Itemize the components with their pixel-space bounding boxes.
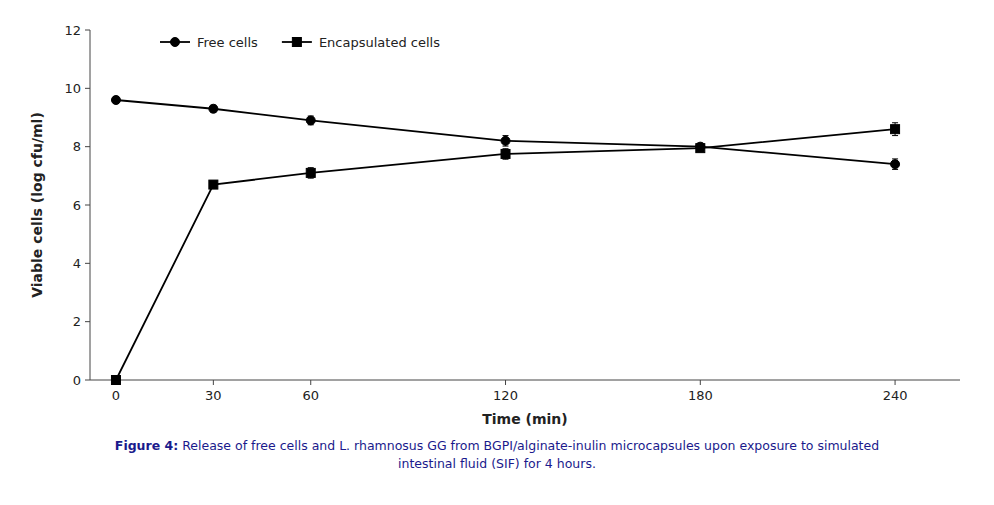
data-point	[306, 116, 315, 125]
data-point	[209, 104, 218, 113]
y-tick	[85, 146, 90, 147]
x-tick-label: 120	[493, 388, 518, 403]
data-point	[696, 144, 705, 153]
legend: Free cells Encapsulated cells	[160, 35, 440, 50]
y-tick	[85, 380, 90, 381]
legend-label: Encapsulated cells	[319, 35, 440, 50]
y-tick	[85, 321, 90, 322]
x-tick	[505, 380, 506, 385]
x-tick-label: 180	[688, 388, 713, 403]
x-axis-label: Time (min)	[482, 411, 567, 427]
y-tick	[85, 263, 90, 264]
error-bar-cap	[892, 135, 898, 136]
legend-marker	[171, 38, 180, 47]
caption: intestinal fluid (SIF) for 4 hours.	[398, 456, 596, 471]
series-line	[116, 100, 895, 164]
legend-item: Encapsulated cells	[282, 35, 440, 50]
y-tick-label: 0	[73, 373, 81, 388]
y-tick-label: 6	[73, 198, 81, 213]
data-point	[306, 168, 315, 177]
x-tick-label: 30	[205, 388, 222, 403]
legend-label: Free cells	[197, 35, 258, 50]
y-tick-label: 4	[73, 256, 81, 271]
caption-part: Release of free cells and L. rhamnosus G…	[178, 438, 879, 453]
caption: Figure 4: Release of free cells and L. r…	[115, 438, 879, 453]
series-line	[116, 129, 895, 380]
x-tick	[700, 380, 701, 385]
series	[111, 96, 899, 170]
y-tick	[85, 30, 90, 31]
data-point	[501, 149, 510, 158]
error-bar-cap	[892, 122, 898, 123]
y-tick	[85, 88, 90, 89]
series	[111, 123, 899, 385]
y-tick-label: 8	[73, 139, 81, 154]
caption-part: Figure 4:	[115, 438, 178, 453]
data-point	[209, 180, 218, 189]
data-point	[891, 160, 900, 169]
y-tick	[85, 205, 90, 206]
data-point	[891, 125, 900, 134]
x-tick-label: 60	[302, 388, 319, 403]
y-axis-label: Viable cells (log cfu/ml)	[29, 112, 45, 298]
legend-item: Free cells	[160, 35, 258, 50]
data-point	[501, 136, 510, 145]
chart: 0 30 60 120 180 240 0 2 4 6 8 10 12 Time (min) Viable …	[0, 0, 994, 505]
y-tick-label: 10	[64, 81, 81, 96]
x-tick	[310, 380, 311, 385]
data-point	[111, 376, 120, 385]
plot-area	[111, 96, 899, 385]
x-tick-label: 0	[112, 388, 120, 403]
y-tick-label: 2	[73, 314, 81, 329]
legend-marker	[292, 38, 301, 47]
x-tick	[895, 380, 896, 385]
data-point	[111, 96, 120, 105]
y-tick-label: 12	[64, 23, 81, 38]
x-axis	[90, 380, 960, 381]
x-tick-label: 240	[883, 388, 908, 403]
x-tick	[213, 380, 214, 385]
